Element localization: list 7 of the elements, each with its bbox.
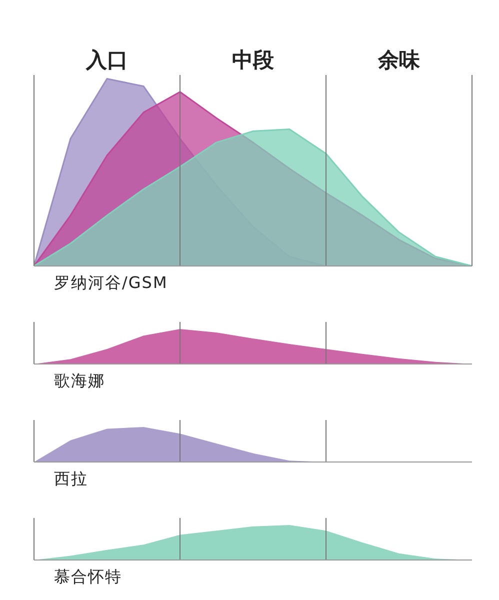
x-tick-label: 入口 [85,48,128,72]
x-axis-title: 歌海娜 [54,370,106,392]
x-axis-title: 慕合怀特 [54,566,123,588]
x-axis-title: 西拉 [54,468,89,490]
x-tick-label: 余味 [377,48,421,72]
x-axis-title: 罗纳河谷/GSM [54,272,169,294]
x-tick-label: 中段 [232,48,275,72]
